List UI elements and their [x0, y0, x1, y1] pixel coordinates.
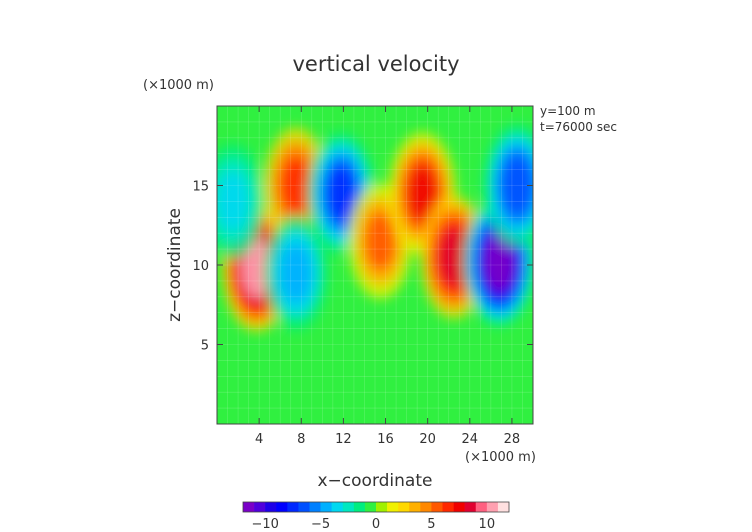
colorbar-swatch	[431, 502, 443, 512]
field-contour	[501, 155, 533, 216]
colorbar-swatch	[497, 502, 510, 512]
colorbar-swatch	[475, 502, 488, 512]
x-unit-label: (×1000 m)	[465, 450, 536, 465]
field-contour	[406, 163, 438, 224]
x-tick-label: 28	[504, 432, 521, 447]
y-axis-label: z−coordinate	[165, 208, 185, 322]
colorbar	[242, 501, 510, 513]
colorbar-swatch	[309, 502, 321, 512]
colorbar-swatch	[254, 502, 266, 512]
y-tick-label: 5	[201, 339, 209, 354]
field-contour	[364, 211, 396, 271]
x-tick-label: 12	[335, 432, 352, 447]
colorbar-swatch	[442, 502, 454, 512]
colorbar-swatch	[387, 502, 399, 512]
colorbar-swatch	[331, 502, 344, 512]
field-downdraft-8	[483, 124, 533, 247]
colorbar-tick-label: −10	[251, 517, 278, 532]
colorbar-swatch	[298, 502, 310, 512]
plot-area	[217, 106, 533, 424]
colorbar-swatch	[364, 502, 377, 512]
colorbar-swatch	[409, 502, 421, 512]
y-tick-label: 15	[192, 180, 209, 195]
colorbar-tick-label: 0	[372, 517, 380, 532]
colorbar-swatch	[342, 502, 355, 512]
field-contour	[280, 243, 312, 303]
colorbar-tick-label: −5	[311, 517, 330, 532]
x-tick-label: 24	[462, 432, 479, 447]
annotation-y: y=100 m	[540, 104, 596, 118]
field-contour	[483, 231, 515, 292]
colorbar-swatch	[376, 502, 388, 512]
colorbar-tick-label: 5	[427, 517, 435, 532]
field-contour	[438, 227, 470, 287]
field-contour	[325, 163, 357, 224]
colorbar-swatch	[265, 502, 277, 512]
colorbar-swatch	[464, 502, 477, 512]
y-tick-label: 10	[192, 259, 209, 274]
x-tick-label: 8	[297, 432, 305, 447]
colorbar-frame	[242, 501, 510, 513]
colorbar-swatch	[453, 502, 465, 512]
field-contour	[280, 155, 312, 216]
x-tick-label: 4	[255, 432, 263, 447]
colorbar-swatch	[420, 502, 432, 512]
field-contour	[217, 171, 249, 232]
colorbar-swatch	[276, 502, 288, 512]
field-downdraft-2	[264, 215, 328, 331]
field-downdraft-9	[217, 143, 265, 260]
x-tick-label: 20	[419, 432, 436, 447]
colorbar-swatch	[287, 502, 299, 512]
colorbar-swatch	[243, 502, 255, 512]
x-tick-label: 16	[377, 432, 394, 447]
colorbar-tick-label: 10	[479, 517, 496, 532]
colorbar-swatch	[486, 502, 499, 512]
colorbar-swatch	[398, 502, 410, 512]
colorbar-swatch	[353, 502, 366, 512]
colorbar-swatch	[320, 502, 332, 512]
y-unit-label: (×1000 m)	[143, 78, 214, 93]
x-axis-label: x−coordinate	[318, 471, 433, 491]
annotation-t: t=76000 sec	[540, 120, 617, 134]
chart-title: vertical velocity	[292, 52, 459, 76]
